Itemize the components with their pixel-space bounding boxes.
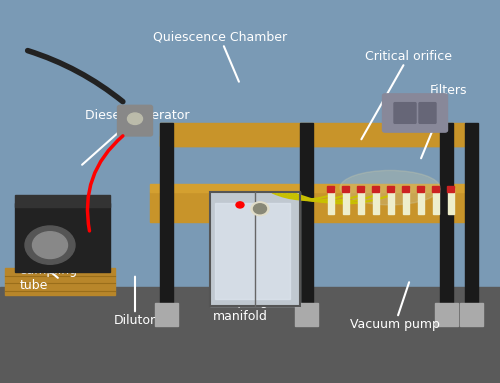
Bar [432,186,439,192]
Circle shape [32,232,68,259]
Circle shape [128,113,142,124]
FancyBboxPatch shape [118,105,152,136]
Bar [155,303,178,326]
Text: Insulated
sampling
tube: Insulated sampling tube [20,249,78,292]
Text: Quiescence Chamber: Quiescence Chamber [153,31,287,82]
Bar [328,188,334,214]
Bar [440,123,452,314]
Bar [300,123,312,314]
Circle shape [251,202,269,216]
FancyBboxPatch shape [419,103,436,123]
Bar [358,188,364,214]
Bar [402,186,409,192]
Bar [417,186,424,192]
Bar [342,186,349,192]
Bar [432,188,438,214]
Bar [357,186,364,192]
FancyBboxPatch shape [15,195,110,207]
FancyBboxPatch shape [150,192,475,222]
FancyBboxPatch shape [15,203,110,272]
Bar [465,123,477,314]
Circle shape [254,204,266,214]
Bar [435,303,458,326]
Text: Vacuum pump: Vacuum pump [350,282,440,331]
Polygon shape [150,184,475,192]
Bar [460,303,482,326]
Bar [327,186,334,192]
Bar [418,188,424,214]
Bar [402,188,408,214]
Circle shape [25,226,75,264]
Bar [160,123,172,314]
Bar [372,186,379,192]
Bar [388,188,394,214]
Bar [372,188,378,214]
Text: Diesel generator: Diesel generator [82,109,190,165]
Bar [0,287,500,383]
Bar [160,136,470,146]
Bar [295,303,318,326]
Bar [447,186,454,192]
Ellipse shape [340,170,440,205]
Bar [448,188,454,214]
FancyBboxPatch shape [210,192,300,306]
Bar [342,188,348,214]
Text: Multi-port
sampling
manifold: Multi-port sampling manifold [210,224,288,322]
Bar [387,186,394,192]
Text: Critical orifice: Critical orifice [362,50,452,139]
Text: Filters: Filters [421,84,468,158]
FancyBboxPatch shape [382,94,448,132]
FancyBboxPatch shape [5,268,115,295]
Bar [0,0,500,306]
Text: Dilutor: Dilutor [114,277,156,327]
Circle shape [236,202,244,208]
FancyBboxPatch shape [160,123,465,146]
FancyBboxPatch shape [215,203,290,299]
FancyBboxPatch shape [394,103,416,123]
